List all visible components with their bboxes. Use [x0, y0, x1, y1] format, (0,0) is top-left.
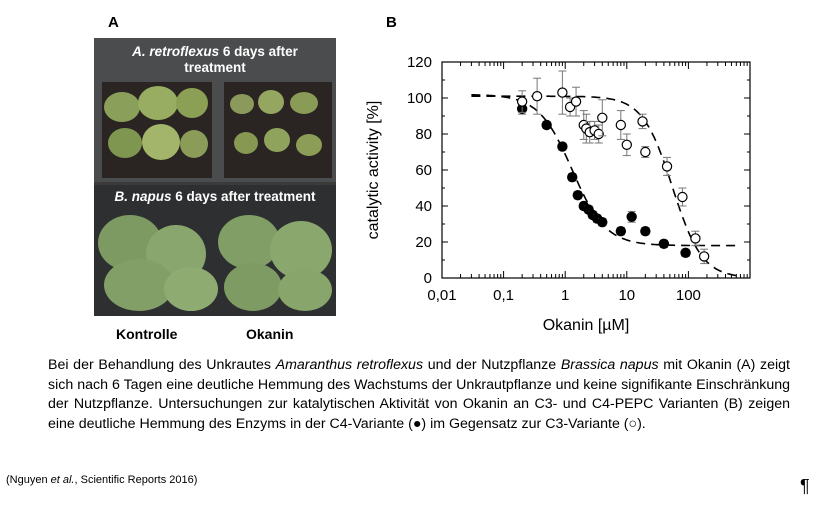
fit-curve-2 [471, 95, 741, 277]
y-tick-label: 120 [407, 54, 432, 71]
label-okanin: Okanin [246, 326, 294, 342]
photo-top-caption: A. retroflexus 6 days after treatment [94, 44, 336, 76]
plant-leaf [234, 132, 258, 154]
data-point-filled [597, 216, 608, 228]
data-point-filled [567, 171, 578, 183]
photo-bottom-brassica: B. napus 6 days after treatment [94, 185, 336, 316]
plant-leaf [230, 94, 254, 114]
panel-letter-b: B [386, 14, 397, 31]
reference-etal: et al. [50, 474, 75, 486]
data-point-open [531, 91, 543, 102]
data-point-filled [658, 238, 670, 249]
photo-top-caption-rest: 6 days after [219, 44, 298, 59]
x-tick-label: 0,01 [427, 287, 456, 304]
data-point-open [615, 119, 627, 131]
photo-bottom-caption: B. napus 6 days after treatment [94, 189, 336, 205]
x-tick-label: 0,1 [493, 287, 514, 304]
data-point-filled [572, 189, 583, 201]
data-point-open [597, 112, 608, 124]
data-point-open [690, 233, 701, 244]
photo-bottom-caption-species: B. napus [114, 189, 172, 204]
data-point-filled [615, 225, 627, 237]
plant-leaf [218, 215, 280, 269]
plant-leaf [258, 90, 284, 114]
y-axis-label: catalytic activity [%] [365, 101, 382, 240]
figure-caption: Bei der Behandlung des Unkrautes Amarant… [48, 356, 790, 434]
data-point-open [677, 191, 688, 203]
plant-leaf [108, 128, 142, 158]
fit-curve-1 [471, 94, 741, 247]
plant-leaf [138, 86, 178, 120]
caption-text-3: mit Okanin (A) zeigt sich nach 6 Tagen e… [48, 357, 790, 432]
reference: (Nguyen et al., Scientific Reports 2016) [6, 474, 197, 486]
photo-top-caption-species: A. retroflexus [132, 44, 220, 59]
x-axis-label: Okanin [µM] [543, 317, 630, 334]
data-point-filled [541, 119, 552, 131]
dose-response-chart: 0 20 40 60 80 100 120 0,01 0,1 1 10 100 Okanin [µM] c… [365, 54, 751, 334]
data-point-open [570, 96, 582, 107]
plant-leaf [180, 130, 208, 158]
caption-species-2: Brassica napus [560, 357, 659, 373]
plant-leaf [164, 267, 218, 311]
pilcrow-mark: ¶ [800, 476, 810, 496]
photo-top-amaranthus: A. retroflexus 6 days after treatment [94, 38, 336, 182]
plant-leaf [176, 88, 208, 118]
caption-species-1: Amaranthus retroflexus [275, 357, 424, 373]
data-point-filled [557, 141, 568, 152]
data-point-open [557, 87, 568, 98]
plant-leaf [104, 259, 174, 311]
data-point-open [661, 161, 673, 172]
caption-text-1: Bei der Behandlung des Unkrautes [48, 357, 276, 373]
panel-letter-a: A [108, 14, 119, 31]
data-point-filled [680, 247, 691, 258]
data-point-open [516, 96, 528, 107]
reference-authors: (Nguyen [6, 474, 51, 486]
x-tick-label: 1 [561, 287, 569, 304]
plant-leaf [296, 134, 322, 156]
plant-leaf [142, 124, 180, 160]
plant-leaf [290, 92, 318, 114]
x-tick-label: 100 [676, 287, 701, 304]
data-point-open [698, 251, 710, 262]
plant-leaf [278, 269, 332, 311]
plant-leaf [224, 263, 282, 311]
photo-top-caption-line2: treatment [184, 60, 246, 75]
y-tick-label: 100 [407, 90, 432, 107]
y-tick-label: 80 [415, 126, 432, 143]
y-tick-label: 40 [415, 198, 432, 215]
y-tick-label: 0 [424, 270, 432, 287]
plant-leaf [104, 92, 140, 122]
plant-photo: A. retroflexus 6 days after treatment B.… [94, 38, 336, 316]
data-point-open [621, 139, 632, 151]
x-tick-label: 10 [618, 287, 635, 304]
data-point-filled [626, 211, 637, 222]
label-kontrolle: Kontrolle [116, 326, 178, 342]
photo-bottom-caption-rest: 6 days after treatment [171, 189, 316, 204]
caption-text-2: und der Nutzpflanze [423, 357, 561, 373]
data-point-filled [640, 225, 651, 237]
plant-leaf [264, 128, 290, 152]
data-point-open [637, 116, 648, 127]
y-tick-label: 20 [415, 234, 432, 251]
data-point-open [640, 146, 651, 158]
y-tick-label: 60 [415, 162, 432, 179]
reference-journal: , Scientific Reports 2016) [74, 474, 198, 486]
